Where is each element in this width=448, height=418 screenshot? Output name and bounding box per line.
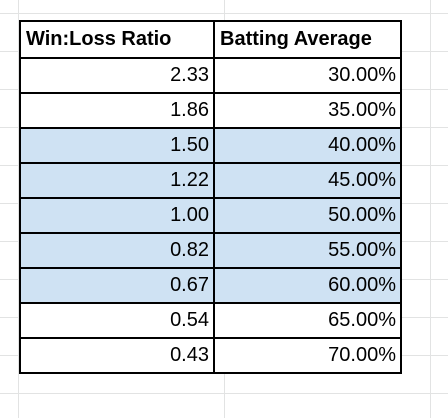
table-row: 0.43 70.00% [19, 337, 402, 374]
cell-batting-average[interactable]: 40.00% [213, 127, 402, 164]
table-row: 1.50 40.00% [19, 127, 402, 164]
cell-win-loss-ratio[interactable]: 1.86 [19, 92, 215, 129]
cell-batting-average[interactable]: 55.00% [213, 232, 402, 269]
cell-win-loss-ratio[interactable]: 1.50 [19, 127, 215, 164]
cell-batting-average[interactable]: 50.00% [213, 197, 402, 234]
table-row: 0.67 60.00% [19, 267, 402, 304]
cell-win-loss-ratio[interactable]: 1.00 [19, 197, 215, 234]
table-row: 0.54 65.00% [19, 302, 402, 339]
table-row: 1.00 50.00% [19, 197, 402, 234]
cell-win-loss-ratio[interactable]: 1.22 [19, 162, 215, 199]
cell-batting-average[interactable]: 35.00% [213, 92, 402, 129]
table-row: 1.86 35.00% [19, 92, 402, 129]
data-table: Win:Loss Ratio Batting Average 2.33 30.0… [19, 20, 402, 374]
cell-win-loss-ratio[interactable]: 0.43 [19, 337, 215, 374]
table-row: 2.33 30.00% [19, 57, 402, 94]
header-row: Win:Loss Ratio Batting Average [19, 20, 402, 59]
cell-win-loss-ratio[interactable]: 0.82 [19, 232, 215, 269]
cell-batting-average[interactable]: 70.00% [213, 337, 402, 374]
cell-win-loss-ratio[interactable]: 2.33 [19, 57, 215, 94]
cell-win-loss-ratio[interactable]: 0.54 [19, 302, 215, 339]
table-row: 0.82 55.00% [19, 232, 402, 269]
cell-batting-average[interactable]: 65.00% [213, 302, 402, 339]
cell-batting-average[interactable]: 45.00% [213, 162, 402, 199]
cell-batting-average[interactable]: 60.00% [213, 267, 402, 304]
cell-win-loss-ratio[interactable]: 0.67 [19, 267, 215, 304]
header-cell-batting-average[interactable]: Batting Average [213, 20, 402, 59]
header-cell-win-loss-ratio[interactable]: Win:Loss Ratio [19, 20, 215, 59]
cell-batting-average[interactable]: 30.00% [213, 57, 402, 94]
table-row: 1.22 45.00% [19, 162, 402, 199]
